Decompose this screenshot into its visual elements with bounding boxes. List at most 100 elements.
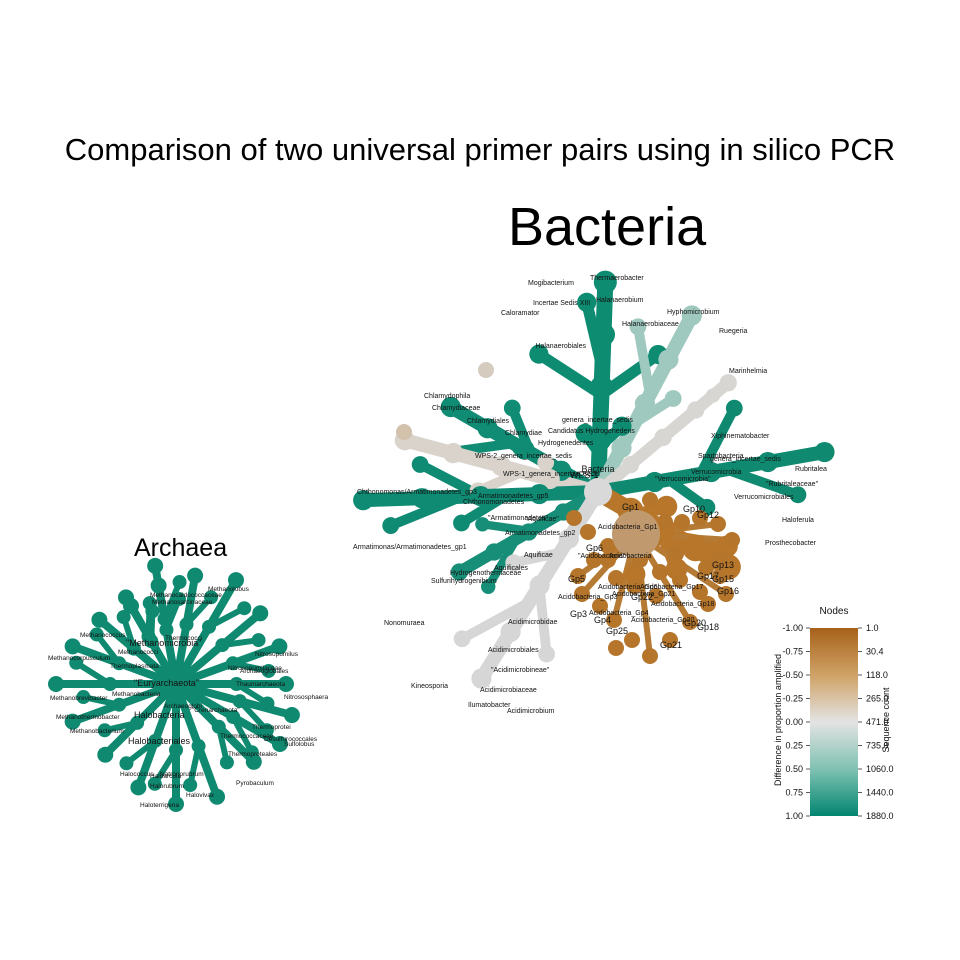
legend-color-tick: 0.75 bbox=[785, 788, 803, 798]
bacteria-labels: Halanaerobiales Halanaerobiaceae Halanaero… bbox=[353, 275, 827, 715]
bacteria-node bbox=[612, 510, 660, 558]
bacteria-twig-edge bbox=[456, 490, 512, 528]
legend-size-tick: 265.0 bbox=[866, 694, 889, 704]
legend-color-tick: -0.50 bbox=[782, 670, 803, 680]
bacteria-node bbox=[692, 584, 708, 600]
archaea-node bbox=[147, 776, 162, 791]
bacteria-taxon-label: Armatimonadetes_gp2 bbox=[505, 530, 576, 537]
bacteria-taxon-label: Gp6 bbox=[586, 543, 603, 553]
archaea-node bbox=[225, 656, 240, 671]
bacteria-node bbox=[600, 538, 616, 554]
bacteria-node bbox=[698, 560, 714, 576]
bacteria-node bbox=[593, 270, 617, 294]
archaea-node bbox=[48, 676, 64, 692]
bacteria-taxon-label: genera_incertae_sedis bbox=[562, 417, 633, 424]
archaea-node bbox=[97, 723, 112, 738]
bacteria-taxon-label: Halanaerobiales bbox=[535, 343, 586, 350]
bacteria-node bbox=[710, 516, 726, 532]
archaea-taxon-label: Methanocorpusculum bbox=[48, 655, 110, 662]
bacteria-taxon-label: Ilumatobacter bbox=[468, 702, 511, 709]
bacteria-taxon-label: Candidatus Hydrogenedens bbox=[548, 428, 635, 435]
bacteria-taxon-label: Acidobacteria_Gp6 bbox=[598, 584, 658, 591]
bacteria-taxon-label: Verrucomicrobia bbox=[691, 469, 742, 476]
legend-size-tick: 1060.0 bbox=[866, 764, 894, 774]
archaea-taxon-label: Haloterrigena bbox=[140, 802, 179, 809]
bacteria-twig-edge bbox=[633, 321, 655, 400]
bacteria-taxon-label: Chlamydophila bbox=[424, 393, 470, 400]
bacteria-node bbox=[658, 349, 679, 370]
archaea-node bbox=[103, 677, 117, 691]
archaea-node bbox=[251, 633, 266, 648]
legend-size-tick: 1880.0 bbox=[866, 811, 894, 821]
archaea-node bbox=[89, 627, 104, 642]
bacteria-taxon-label: Acidobacteria_Gp4 bbox=[589, 610, 649, 617]
bacteria-taxon-label: Acidimicrobidae bbox=[508, 619, 558, 626]
archaea-node bbox=[148, 733, 163, 748]
archaea-node bbox=[245, 753, 262, 770]
archaea-node bbox=[76, 690, 91, 705]
archaea-taxon-label: Haloarcula bbox=[150, 773, 181, 780]
archaea-node bbox=[209, 788, 226, 805]
bacteria-node bbox=[570, 568, 586, 584]
bacteria-taxon-label: Acidobacteria_Gp20 bbox=[631, 617, 695, 624]
bacteria-taxon-label: Chthonomonadetes bbox=[463, 499, 525, 506]
bacteria-node bbox=[662, 632, 678, 648]
bacteria-taxon-label: Gp5 bbox=[568, 574, 585, 584]
bacteria-node bbox=[718, 586, 734, 602]
archaea-taxon-label: Nitrosopumilaceae bbox=[228, 665, 282, 672]
legend-size-tick: 30.4 bbox=[866, 647, 884, 657]
bacteria-title: Bacteria bbox=[508, 197, 707, 257]
archaea-taxon-label: Sulfolobus bbox=[284, 741, 315, 748]
bacteria-twig-edge bbox=[695, 403, 740, 479]
bacteria-node bbox=[520, 523, 538, 541]
bacteria-taxon-label: WPS-2_genera_incertae_sedis bbox=[475, 453, 572, 460]
bacteria-taxon-label: Gp3 bbox=[570, 609, 587, 619]
archaea-node bbox=[179, 617, 194, 632]
bacteria-node bbox=[724, 532, 740, 548]
archaea-node bbox=[97, 746, 114, 763]
bacteria-twig-edge bbox=[385, 491, 467, 531]
archaea-node bbox=[202, 619, 216, 634]
archaea-node bbox=[64, 713, 81, 730]
legend-size-tick: 1440.0 bbox=[866, 788, 894, 798]
bacteria-taxon-label: "Aquificae" bbox=[525, 516, 559, 523]
archaea-taxon-label: Methanococcus bbox=[80, 632, 126, 639]
bacteria-node bbox=[574, 586, 590, 602]
bacteria-node bbox=[700, 596, 716, 612]
bacteria-taxon-label: Halanaerobiaceae bbox=[622, 321, 679, 328]
bacteria-node bbox=[668, 546, 684, 562]
bacteria-taxon-label: genera_incertae_sedis bbox=[710, 456, 781, 463]
bacteria-node bbox=[629, 318, 647, 336]
bacteria-node bbox=[682, 614, 698, 630]
bacteria-taxon-label: Gp13 bbox=[712, 560, 734, 570]
bacteria-taxon-label: Xiphinematobacter bbox=[711, 433, 770, 440]
bacteria-taxon-label: Halanaerobium bbox=[596, 297, 644, 304]
bacteria-root-node bbox=[584, 478, 612, 506]
archaea-node bbox=[116, 610, 131, 625]
legend-color-axis-label: Difference in proportion amplified bbox=[773, 654, 783, 786]
bacteria-node bbox=[577, 292, 597, 312]
bacteria-node bbox=[655, 495, 678, 518]
bacteria-twig-edge bbox=[484, 534, 521, 591]
bacteria-taxon-label: Ruegeria bbox=[719, 328, 748, 335]
archaea-taxon-label: Thermoproteales bbox=[228, 751, 278, 758]
bacteria-node bbox=[470, 486, 491, 507]
bacteria-taxon-label: "Rubritaleaceae" bbox=[766, 481, 819, 488]
bacteria-taxon-label: Chlamydiaceae bbox=[432, 405, 480, 412]
archaea-taxon-label: Halorubrum bbox=[150, 783, 184, 790]
bacteria-taxon-label: Armatimonas/Armatimonadetes_gp1 bbox=[353, 544, 467, 551]
bacteria-taxon-label: Gp22 bbox=[631, 592, 653, 602]
bacteria-node bbox=[648, 588, 664, 604]
legend-color-tick: 0.50 bbox=[785, 764, 803, 774]
bacteria-node bbox=[475, 517, 490, 532]
bacteria-node bbox=[657, 514, 673, 530]
archaea-taxon-label: Methanobrevibacter bbox=[50, 695, 108, 702]
bacteria-node bbox=[471, 668, 492, 689]
archaea-taxon-label: Desulfurococcales bbox=[264, 736, 318, 743]
bacteria-taxon-label: Haloferula bbox=[782, 517, 814, 524]
bacteria-node bbox=[621, 456, 640, 474]
bacteria-node bbox=[654, 428, 672, 447]
legend-color-tick: 0.25 bbox=[785, 741, 803, 751]
archaea-title: Archaea bbox=[134, 534, 228, 562]
bacteria-node bbox=[353, 490, 374, 511]
